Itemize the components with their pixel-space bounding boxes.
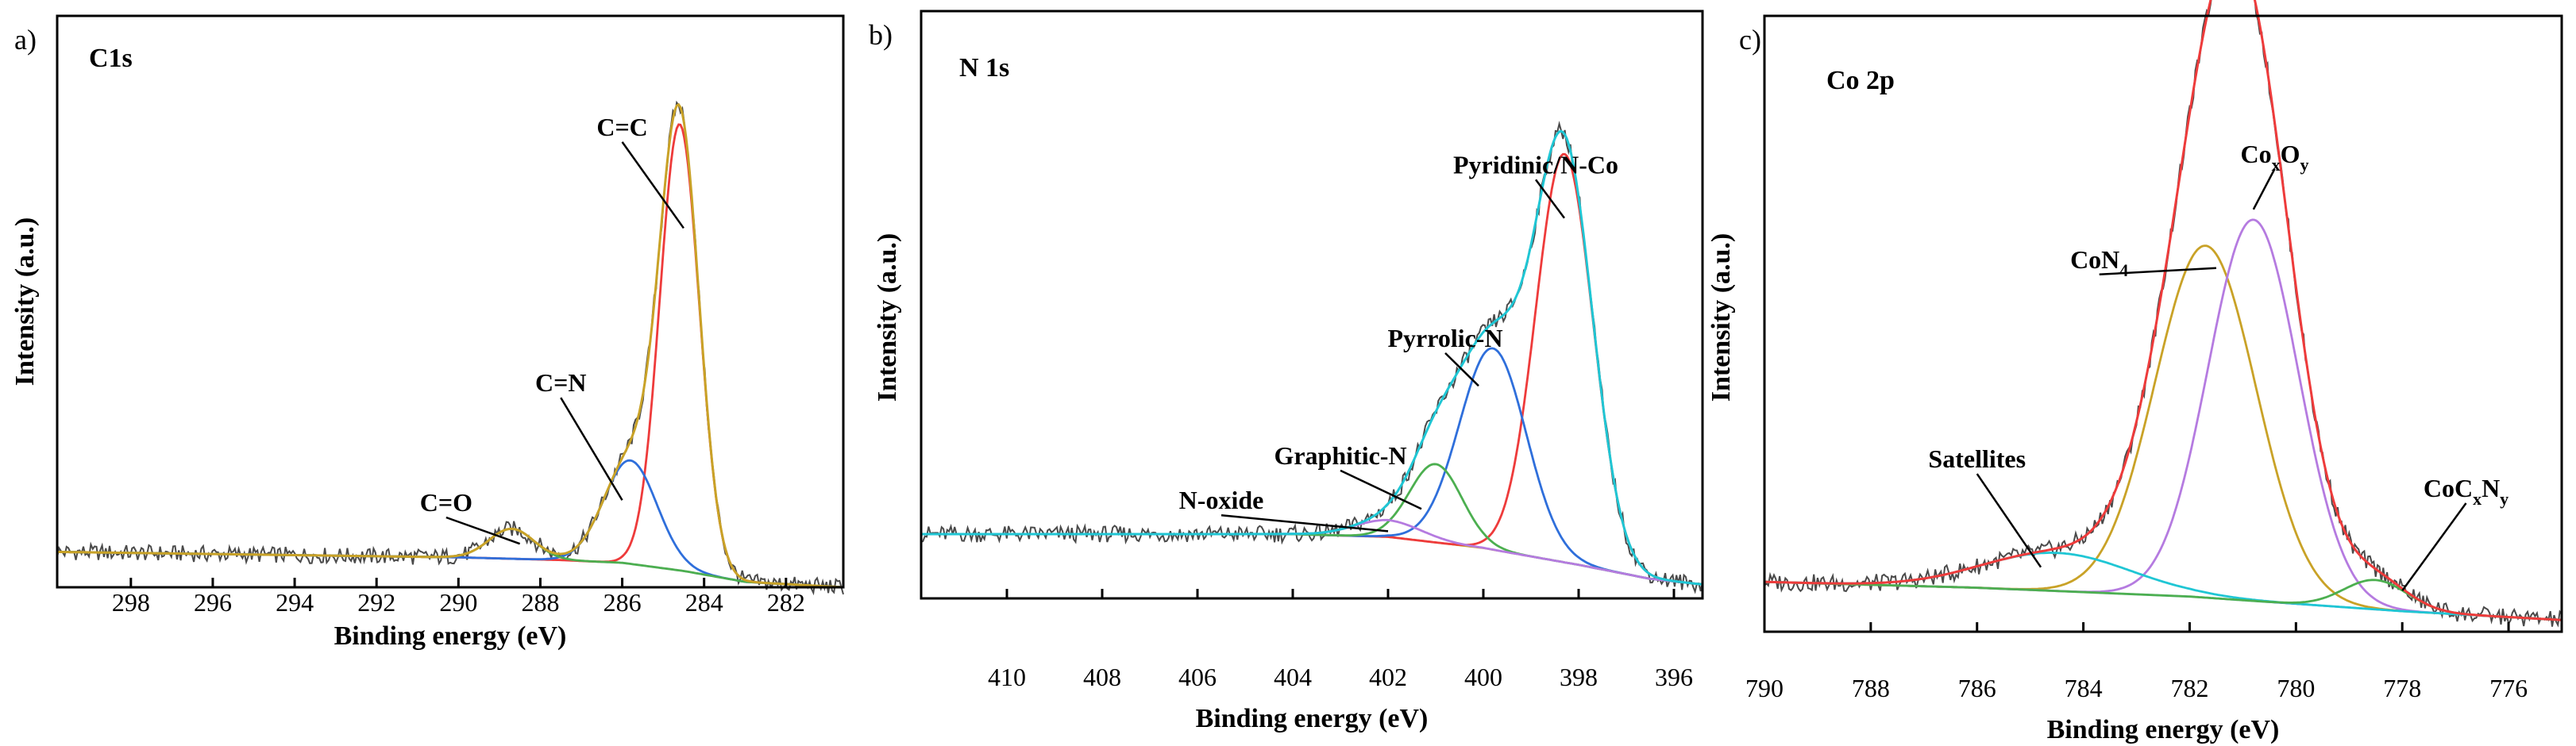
panel-a: a) C1s Binding energy (eV) Intensity (a.… (10, 14, 845, 651)
panel-b-annotation-leader (1340, 469, 1422, 510)
panel-c-plot-frame (1763, 14, 2563, 633)
panel-c-x-tick-label: 778 (2383, 674, 2421, 702)
panel-c-annotation-leader (2401, 502, 2467, 592)
panel-b-x-tick-label: 402 (1369, 663, 1407, 691)
panel-b-ticks: 410 408 406 404 402 400 398 396 (988, 589, 1693, 691)
panel-c-x-tick-label: 782 (2170, 674, 2208, 702)
panel-a-x-axis-label: Binding energy (eV) (334, 621, 567, 651)
panel-b-annotation-leader (1221, 513, 1389, 533)
panel-c-ticks: 790 788 786 784 782 780 778 776 (1745, 622, 2528, 702)
panel-c-curves (1764, 0, 2563, 628)
panel-b-annotation-leader (1444, 352, 1479, 387)
panel-a-title: C1s (89, 44, 133, 73)
panel-a-x-tick-label: 282 (767, 588, 805, 617)
panel-c-x-tick-label: 776 (2489, 674, 2528, 702)
panel-a-x-tick-label: 284 (685, 588, 723, 617)
panel-a-ticks: 298 296 294 292 290 288 286 284 282 (112, 578, 805, 617)
panel-c-x-tick-label: 784 (2065, 674, 2103, 702)
panel-c-title: Co 2p (1826, 66, 1895, 95)
panel-a-x-tick-label: 296 (194, 588, 232, 617)
panel-c-annotation-leader (2252, 168, 2276, 210)
panel-b-annotation-graphitic-n: Graphitic-N (1274, 441, 1406, 470)
panel-a-x-tick-label: 288 (521, 588, 559, 617)
panel-b-curves (920, 121, 1703, 594)
panel-c-x-tick-label: 786 (1958, 674, 1996, 702)
panel-a-y-axis-label: Intensity (a.u.) (10, 217, 40, 386)
panel-a-plot-frame (56, 14, 845, 589)
panel-c-x-tick-label: 790 (1745, 674, 1784, 702)
panel-c-y-axis-label: Intensity (a.u.) (1706, 233, 1736, 402)
panel-a-annotation-leader (621, 141, 684, 229)
panel-b-annotation-leader (1534, 179, 1566, 219)
panel-b-y-axis-label: Intensity (a.u.) (873, 233, 902, 402)
panel-b-x-axis-label: Binding energy (eV) (1196, 704, 1429, 733)
panel-b-x-tick-label: 396 (1655, 663, 1693, 691)
panel-b-fit-envelope-line (921, 129, 1703, 586)
panel-b-x-tick-label: 400 (1464, 663, 1502, 691)
panel-a-x-tick-label: 286 (604, 588, 642, 617)
panel-b: b) N 1s Binding energy (eV) Intensity (a… (869, 10, 1704, 733)
panel-b-annotation-pyridinic-n-co: Pyridinic/N-Co (1453, 150, 1618, 179)
panel-b-x-tick-label: 398 (1560, 663, 1598, 691)
panel-a-label: a) (14, 24, 37, 56)
panel-b-annotations: Pyridinic/N-Co Pyrrolic-N Graphitic-N N-oxi… (1179, 150, 1618, 533)
panel-b-title: N 1s (959, 53, 1009, 83)
panel-a-annotation-c-o: C=O (420, 488, 472, 517)
panel-c-fit-envelope-line (1764, 0, 2563, 621)
panel-a-x-tick-label: 290 (439, 588, 477, 617)
panel-c-x-axis-label: Binding energy (eV) (2047, 715, 2280, 744)
panel-a-annotation-leader (445, 516, 521, 545)
panel-a-x-tick-label: 298 (112, 588, 150, 617)
panel-b-annotation-pyrrolic-n: Pyrrolic-N (1387, 324, 1502, 352)
panel-a-annotations: C=C C=N C=O (420, 113, 684, 545)
panel-b-x-tick-label: 410 (988, 663, 1026, 691)
panel-c-x-tick-label: 780 (2277, 674, 2315, 702)
panel-b-x-tick-label: 404 (1274, 663, 1312, 691)
panel-a-x-tick-label: 292 (357, 588, 395, 617)
panel-a-curves (56, 100, 844, 596)
panel-c-annotation-satellites: Satellites (1928, 444, 2026, 473)
panel-b-plot-frame (920, 10, 1704, 600)
panel-c-annotation-leader (2099, 267, 2217, 276)
panel-c-x-tick-label: 788 (1852, 674, 1890, 702)
panel-b-annotation-n-oxide: N-oxide (1179, 486, 1264, 514)
panel-b-label: b) (869, 19, 893, 51)
panel-a-annotation-c-n: C=N (535, 368, 586, 397)
panel-b-x-tick-label: 406 (1178, 663, 1217, 691)
panel-a-fit-envelope-line (56, 102, 844, 589)
panel-b-x-tick-label: 408 (1083, 663, 1121, 691)
panel-c-label: c) (1739, 24, 1761, 56)
panel-a-annotation-c-c: C=C (596, 113, 647, 141)
panel-a-x-tick-label: 294 (276, 588, 314, 617)
panel-c-annotation-leader (1976, 473, 2042, 568)
panel-a-annotation-leader (560, 397, 623, 501)
